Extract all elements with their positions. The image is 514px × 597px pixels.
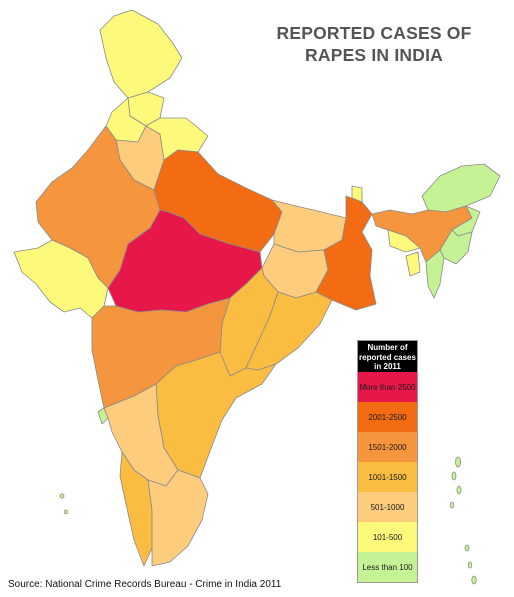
legend-item-more-than-2500: More than 2500 bbox=[358, 372, 417, 402]
region-maharashtra bbox=[91, 297, 231, 409]
legend-header: Number of reported cases in 2011 bbox=[358, 341, 417, 372]
region-tamil-nadu bbox=[147, 469, 209, 567]
andaman-nicobar-islands bbox=[449, 456, 477, 585]
source-note: Source: National Crime Records Bureau - … bbox=[8, 579, 282, 590]
legend-item-501-1000: 501-1000 bbox=[358, 492, 417, 522]
legend-item-101-500: 101-500 bbox=[358, 522, 417, 552]
legend-item-1501-2000: 1501-2000 bbox=[358, 432, 417, 462]
legend-item-1001-1500: 1001-1500 bbox=[358, 462, 417, 492]
region-meghalaya bbox=[387, 229, 421, 253]
legend: Number of reported cases in 2011 More th… bbox=[357, 340, 418, 583]
region-arunachal-pradesh bbox=[421, 163, 501, 213]
title-line-2: RAPES IN INDIA bbox=[305, 45, 443, 65]
region-jammu-kashmir bbox=[99, 9, 183, 99]
region-mizoram bbox=[425, 249, 445, 299]
region-andhra-pradesh bbox=[155, 351, 277, 479]
region-west-bengal bbox=[315, 195, 377, 311]
lakshadweep-islands bbox=[59, 493, 69, 515]
legend-item-2001-2500: 2001-2500 bbox=[358, 402, 417, 432]
legend-item-less-than-100: Less than 100 bbox=[358, 552, 417, 582]
region-odisha bbox=[245, 291, 333, 371]
region-sikkim bbox=[351, 185, 363, 203]
region-tripura bbox=[405, 251, 421, 277]
region-kerala bbox=[119, 451, 153, 567]
map-title: REPORTED CASES OF RAPES IN INDIA bbox=[268, 22, 480, 66]
title-line-1: REPORTED CASES OF bbox=[276, 23, 472, 43]
